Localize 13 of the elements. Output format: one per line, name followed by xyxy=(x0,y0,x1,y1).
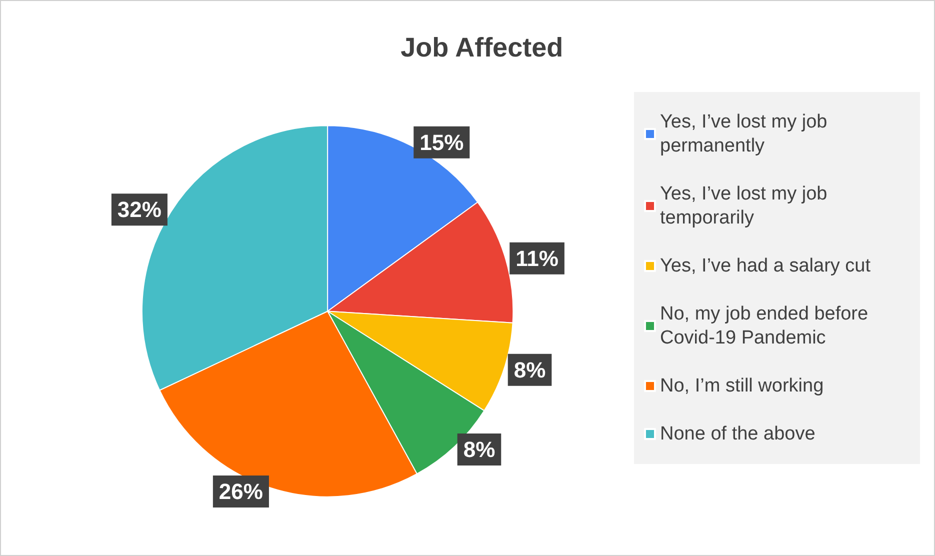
legend-label: None of the above xyxy=(660,424,816,444)
data-label: 11% xyxy=(516,246,558,271)
chart-title: Job Affected xyxy=(400,32,564,62)
legend-label: No, I’m still working xyxy=(660,376,824,396)
legend-label: No, my job ended before Covid-19 Pandemic xyxy=(660,304,874,348)
legend-label: Yes, I’ve had a salary cut xyxy=(660,256,872,276)
legend-label: Yes, I’ve lost my job permanently xyxy=(660,112,832,156)
data-label: 8% xyxy=(514,357,546,382)
data-label: 15% xyxy=(420,130,464,155)
data-label: 26% xyxy=(218,479,263,504)
legend-label: Yes, I’ve lost my job temporarily xyxy=(660,184,832,228)
data-label: 32% xyxy=(117,197,162,222)
data-label: 8% xyxy=(463,436,496,462)
